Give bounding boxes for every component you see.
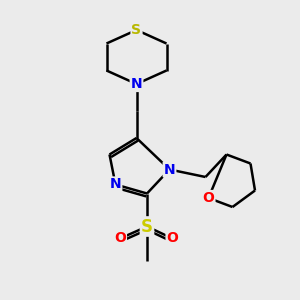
Text: O: O: [114, 232, 126, 245]
Text: N: N: [164, 163, 175, 176]
Text: S: S: [131, 23, 142, 37]
Text: O: O: [202, 191, 214, 205]
Text: N: N: [131, 77, 142, 91]
Text: O: O: [167, 232, 178, 245]
Text: S: S: [141, 218, 153, 236]
Text: N: N: [110, 178, 121, 191]
